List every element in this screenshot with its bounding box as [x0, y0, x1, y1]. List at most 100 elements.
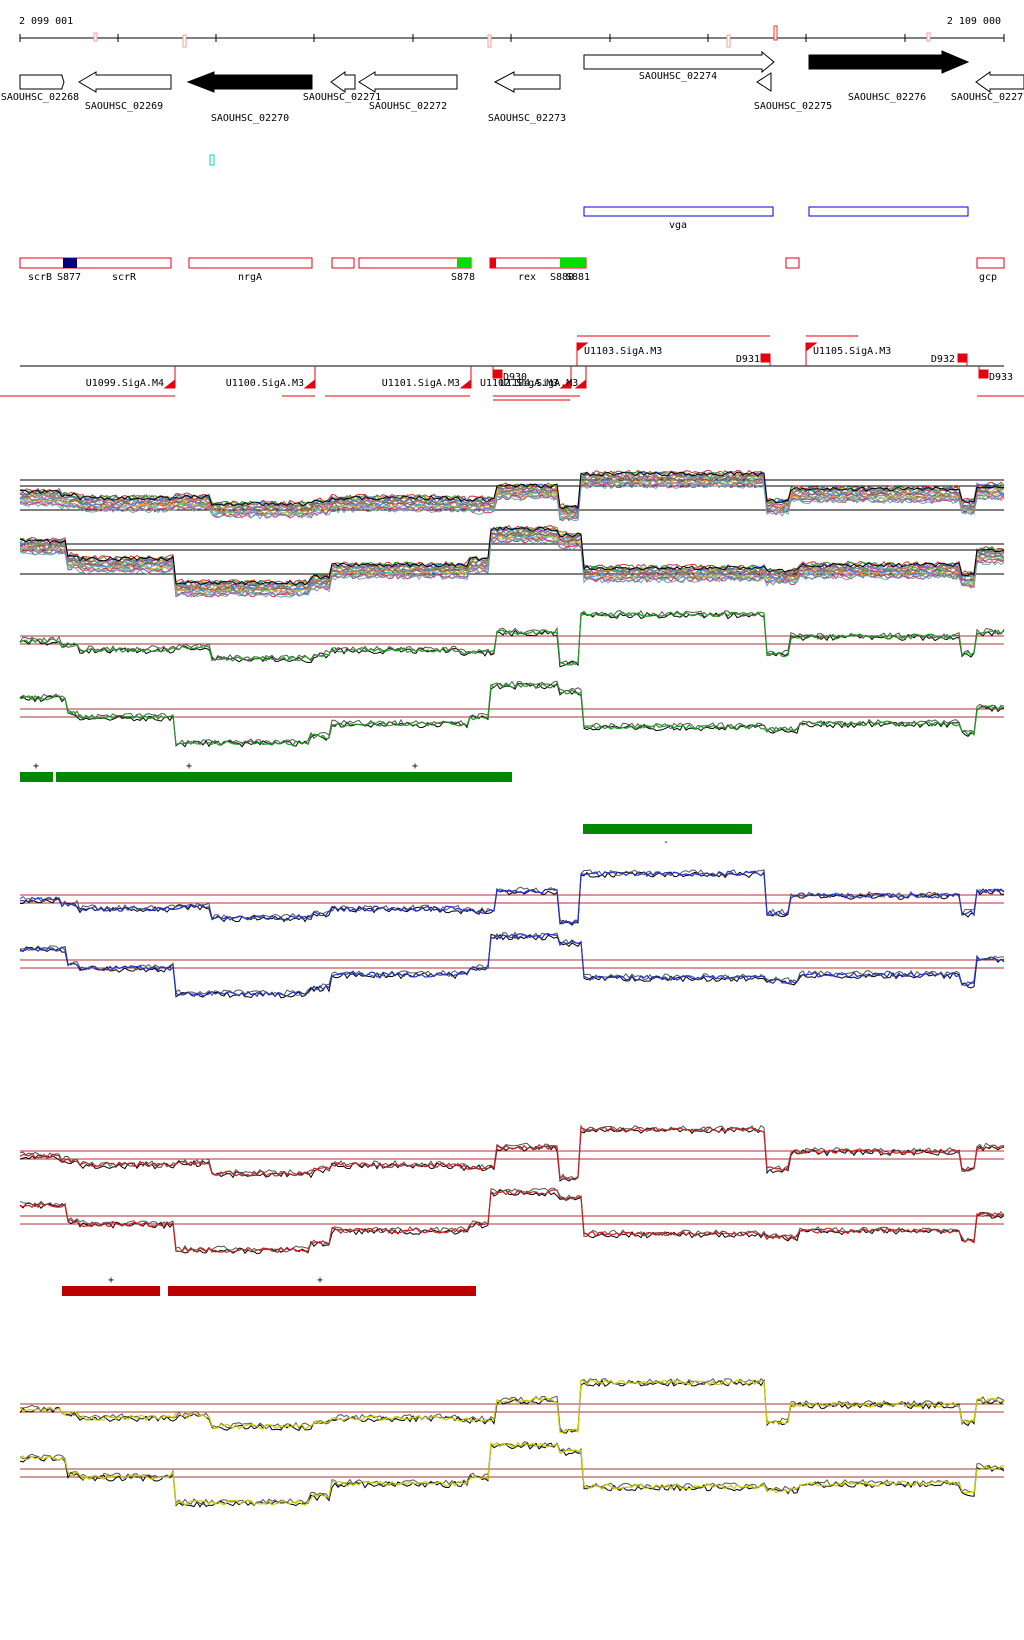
terminator-d933[interactable]: D933: [978, 366, 1013, 383]
gene-label: SAOUHSC_02268: [1, 92, 79, 103]
gene-saouhsc-02269[interactable]: SAOUHSC_02269: [78, 71, 172, 112]
gene-label: SAOUHSC_02276: [848, 92, 926, 103]
srna-s878-mark[interactable]: [457, 258, 471, 268]
srna-label-s880: S880: [550, 272, 574, 283]
transcript-lines: [0, 335, 1024, 401]
ruler-end-label: 2 109 000: [947, 16, 1001, 27]
terminator-mark: [957, 353, 968, 366]
segment-bar[interactable]: [20, 772, 53, 782]
gene-label: SAOUHSC_02275: [754, 101, 832, 112]
terminator-label: D931: [736, 354, 760, 365]
condition-signal-line: [19, 682, 1005, 746]
segment-bar[interactable]: [62, 1286, 160, 1296]
promoter-label: U1100.SigA.M3: [226, 378, 304, 389]
gene-arrow: [808, 50, 970, 74]
control-signal-line: [19, 1189, 1005, 1255]
terminator-d932[interactable]: D932: [931, 353, 968, 366]
terminator-d930[interactable]: D930: [492, 366, 527, 383]
gene-saouhsc-02277[interactable]: SAOUHSC_02277: [951, 71, 1024, 103]
control-signal-line: [19, 1187, 1005, 1253]
gene-saouhsc-02276[interactable]: SAOUHSC_02276: [808, 50, 970, 103]
feature-label-scrb: scrB: [28, 272, 52, 283]
gene-label: SAOUHSC_02272: [369, 101, 447, 112]
promoter-u1099[interactable]: U1099.SigA.M4: [86, 366, 176, 389]
segment-bar[interactable]: [168, 1286, 476, 1296]
promoter-u1101[interactable]: U1101.SigA.M3: [382, 366, 472, 389]
promoter-u1104[interactable]: U1104.SigA.M3: [500, 366, 587, 389]
gene-saouhsc-02271[interactable]: SAOUHSC_02271: [303, 71, 381, 103]
red-segment-track: + +: [62, 1275, 476, 1296]
gene-saouhsc-02273[interactable]: SAOUHSC_02273: [488, 71, 566, 124]
segment-bar[interactable]: [583, 824, 752, 834]
promoter-label: U1104.SigA.M3: [500, 378, 578, 389]
gene-saouhsc-02272[interactable]: SAOUHSC_02272: [358, 71, 458, 112]
control-signal-line: [19, 1441, 1005, 1506]
gene-arrow: [358, 71, 458, 93]
gene-label: SAOUHSC_02274: [639, 71, 717, 82]
terminator-d931[interactable]: D931: [736, 353, 771, 366]
control-signal-line: [19, 1379, 1005, 1434]
gene-arrow: [493, 71, 561, 93]
terminator-label: D933: [989, 372, 1013, 383]
condition-signal-line: [20, 870, 1005, 925]
gene-saouhsc-02275[interactable]: SAOUHSC_02275: [754, 72, 832, 112]
promoter-u1100[interactable]: U1100.SigA.M3: [226, 366, 316, 389]
feature-red-tiny[interactable]: [785, 257, 800, 269]
expression-track-red-plus: [19, 1124, 1005, 1182]
expression-track-multi-plus: [19, 469, 1005, 522]
promoter-u1103[interactable]: U1103.SigA.M3: [576, 342, 662, 366]
blue-feature-2[interactable]: [808, 206, 969, 217]
gene-label: SAOUHSC_02277: [951, 92, 1024, 103]
ruler-ticks: [19, 34, 1005, 42]
blue-feature-vga[interactable]: [583, 206, 774, 217]
segment-strand-label: +: [33, 761, 39, 772]
expression-track-green-plus: [19, 609, 1005, 668]
expression-track-blue-plus: [19, 869, 1005, 926]
feature-label-rex: rex: [518, 272, 536, 283]
feature-label-gcp: gcp: [979, 272, 997, 283]
gene-saouhsc-02268[interactable]: SAOUHSC_02268: [1, 74, 79, 103]
ruler-start-label: 2 099 001: [19, 16, 73, 27]
gene-saouhsc-02274[interactable]: SAOUHSC_02274: [583, 50, 775, 82]
cyan-feature-mark[interactable]: [209, 154, 215, 166]
gene-arrow: [19, 74, 65, 90]
promoter-u1102[interactable]: U1102.SigA.M3: [480, 366, 572, 389]
segment-strand-label: +: [186, 761, 192, 772]
terminator-mark: [978, 366, 989, 379]
control-signal-line: [19, 611, 1005, 668]
gene-saouhsc-02270[interactable]: SAOUHSC_02270: [186, 71, 313, 124]
feature-gcp[interactable]: [976, 257, 1005, 269]
ruler-red-marks: [93, 25, 931, 48]
blue-feature-track: vga: [583, 206, 969, 231]
green-segment-track: + + + -: [20, 761, 752, 848]
gene-label: SAOUHSC_02271: [303, 92, 381, 103]
promoter-flag: [163, 366, 176, 389]
terminator-mark: [760, 353, 771, 366]
condition-signal-line: [19, 1189, 1005, 1254]
gene-arrow: [756, 72, 772, 92]
control-signal-line: [19, 1377, 1005, 1433]
condition-signal-line: [19, 1441, 1005, 1506]
srna-label-s877: S877: [57, 272, 81, 283]
promoter-u1105[interactable]: U1105.SigA.M3: [805, 342, 891, 366]
gene-arrow: [330, 71, 356, 93]
expression-track-multi-minus: [19, 524, 1005, 598]
terminator-mark: [492, 366, 503, 379]
condition-signal-line: [19, 933, 1005, 998]
expression-track-yellow-minus: [19, 1441, 1005, 1508]
promoter-flag: [574, 366, 587, 389]
signal-line: [19, 482, 1005, 522]
segment-bar[interactable]: [56, 772, 512, 782]
feature-red-small[interactable]: [331, 257, 355, 269]
srna-s877-mark[interactable]: [63, 258, 77, 268]
expression-track-yellow-plus: [19, 1377, 1005, 1434]
feature-nrga[interactable]: [188, 257, 313, 269]
srna-s880-mark[interactable]: [560, 258, 586, 268]
feature-red-long[interactable]: [358, 257, 472, 269]
gene-label: SAOUHSC_02269: [85, 101, 163, 112]
terminator-label: D930: [503, 372, 527, 383]
promoter-label: U1102.SigA.M3: [480, 378, 558, 389]
condition-signal-line: [19, 1126, 1005, 1181]
feature-scrb-scrr[interactable]: [19, 257, 172, 269]
